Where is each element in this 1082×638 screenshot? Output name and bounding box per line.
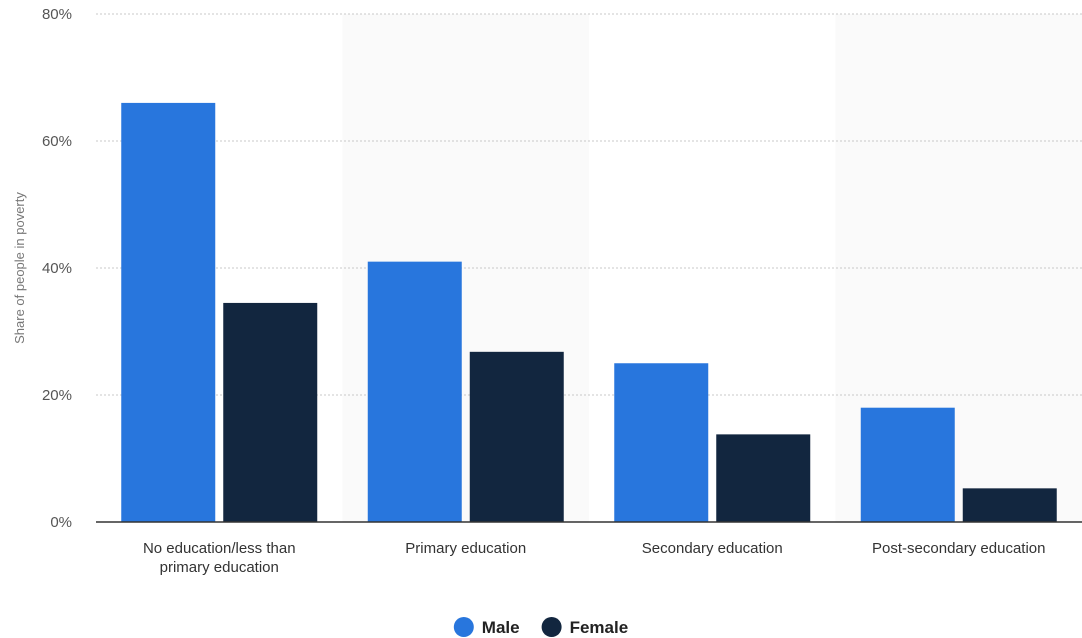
bar-male[interactable]	[860, 407, 955, 522]
bar-female[interactable]	[223, 302, 318, 522]
y-axis-ticks: 0% 20% 40% 60% 80%	[42, 6, 72, 531]
bar-female[interactable]	[962, 488, 1057, 522]
legend[interactable]: Male Female	[453, 617, 629, 637]
x-tick-label: Post-secondary education	[872, 540, 1045, 557]
bar-male[interactable]	[614, 363, 709, 522]
y-tick-label: 40%	[42, 260, 72, 277]
x-axis-labels: No education/less than primary education P…	[143, 540, 1046, 576]
bar-female[interactable]	[469, 351, 564, 522]
legend-label-male: Male	[482, 618, 520, 637]
y-tick-label: 0%	[50, 514, 72, 531]
bar-male[interactable]	[367, 261, 462, 522]
x-tick-label: No education/less than primary education	[143, 540, 296, 576]
y-tick-label: 60%	[42, 133, 72, 150]
bars	[121, 102, 1057, 523]
legend-marker-female	[541, 617, 562, 637]
bar-female[interactable]	[716, 434, 811, 522]
x-tick-label: Primary education	[405, 540, 526, 557]
legend-marker-male	[453, 617, 474, 637]
x-tick-label: Secondary education	[642, 540, 783, 557]
y-axis-title: Share of people in poverty	[12, 192, 27, 344]
legend-label-female: Female	[570, 618, 629, 637]
y-tick-label: 20%	[42, 387, 72, 404]
y-tick-label: 80%	[42, 6, 72, 23]
bar-male[interactable]	[121, 102, 216, 523]
